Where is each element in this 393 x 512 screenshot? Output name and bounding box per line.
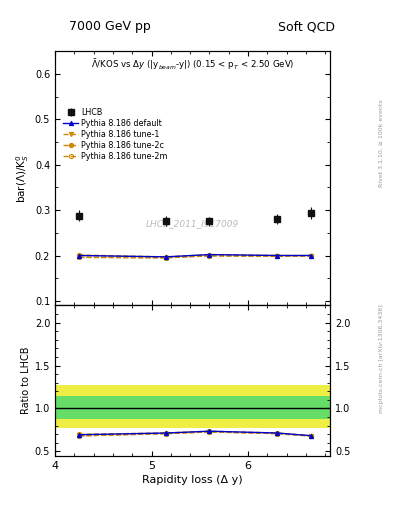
Y-axis label: Ratio to LHCB: Ratio to LHCB (20, 347, 31, 414)
Text: Soft QCD: Soft QCD (278, 20, 335, 33)
Pythia 8.186 tune-1 (77, 254, 81, 261)
Pythia 8.186 tune-2m (207, 253, 212, 259)
Pythia 8.186 tune-2m (77, 254, 81, 261)
Pythia 8.186 default (309, 252, 313, 259)
Pythia 8.186 tune-2m (275, 253, 279, 260)
Line: Pythia 8.186 tune-2c: Pythia 8.186 tune-2c (77, 252, 313, 259)
Pythia 8.186 tune-1 (309, 253, 313, 259)
Text: 7000 GeV pp: 7000 GeV pp (69, 20, 151, 33)
Bar (55, 396, 330, 419)
Line: Pythia 8.186 tune-1: Pythia 8.186 tune-1 (77, 253, 313, 260)
Line: Pythia 8.186 default: Pythia 8.186 default (77, 252, 313, 259)
Pythia 8.186 tune-1 (275, 253, 279, 260)
Line: Pythia 8.186 tune-2m: Pythia 8.186 tune-2m (77, 254, 313, 260)
Bar (55, 386, 330, 428)
Pythia 8.186 default (275, 252, 279, 259)
Pythia 8.186 tune-2c (77, 252, 81, 258)
Text: mcplots.cern.ch [arXiv:1306.3436]: mcplots.cern.ch [arXiv:1306.3436] (379, 304, 384, 413)
Y-axis label: bar(Λ)/K$^0_S$: bar(Λ)/K$^0_S$ (14, 154, 31, 203)
Legend: LHCB, Pythia 8.186 default, Pythia 8.186 tune-1, Pythia 8.186 tune-2c, Pythia 8.: LHCB, Pythia 8.186 default, Pythia 8.186… (62, 106, 169, 162)
Pythia 8.186 tune-1 (163, 254, 168, 261)
Pythia 8.186 tune-2m (163, 254, 168, 261)
Pythia 8.186 default (163, 254, 168, 260)
Text: $\bar{\Lambda}$/KOS vs $\Delta y$ (|y$_{beam}$-y|) (0.15 < p$_T$ < 2.50 GeV): $\bar{\Lambda}$/KOS vs $\Delta y$ (|y$_{… (91, 57, 294, 72)
Pythia 8.186 tune-2c (207, 251, 212, 258)
Pythia 8.186 tune-2c (163, 254, 168, 260)
Pythia 8.186 tune-1 (207, 252, 212, 259)
Pythia 8.186 tune-2c (275, 252, 279, 259)
Text: Rivet 3.1.10, ≥ 100k events: Rivet 3.1.10, ≥ 100k events (379, 99, 384, 187)
Pythia 8.186 tune-2c (309, 252, 313, 259)
Pythia 8.186 default (77, 252, 81, 259)
Pythia 8.186 tune-2m (309, 253, 313, 259)
Pythia 8.186 default (207, 251, 212, 258)
Text: LHCB_2011_I917009: LHCB_2011_I917009 (146, 220, 239, 228)
X-axis label: Rapidity loss (Δ y): Rapidity loss (Δ y) (142, 475, 243, 485)
